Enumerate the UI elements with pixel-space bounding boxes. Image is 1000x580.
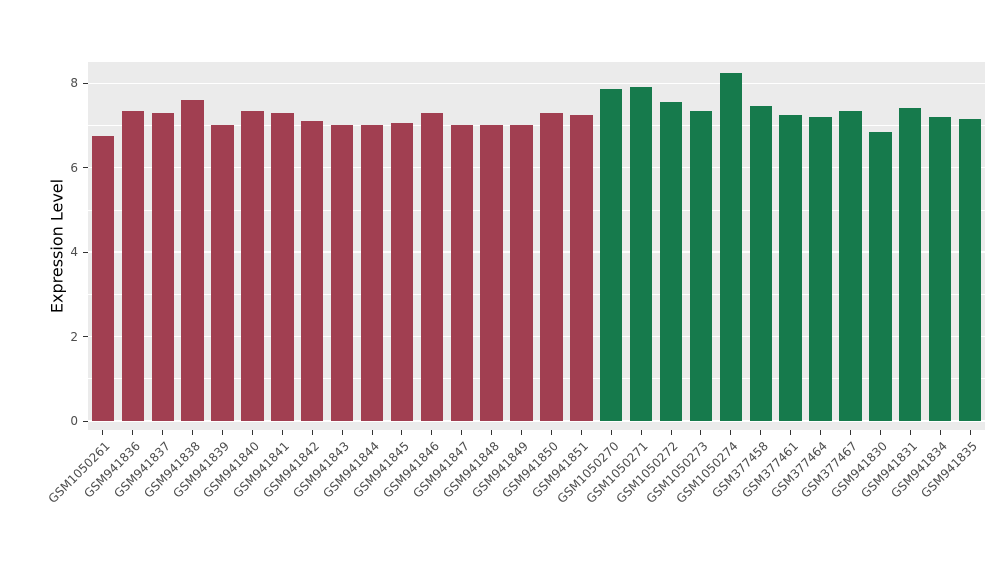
bar	[719, 72, 743, 421]
bar	[480, 125, 503, 421]
bar	[629, 87, 653, 421]
x-tick	[371, 430, 373, 435]
bar	[211, 125, 234, 421]
y-tick	[83, 420, 88, 422]
y-tick-label: 6	[70, 160, 78, 175]
bar	[928, 116, 952, 421]
bar	[271, 112, 294, 421]
gridline-minor	[88, 125, 985, 126]
x-tick	[102, 430, 104, 435]
x-tick	[461, 430, 463, 435]
bar	[151, 112, 174, 421]
bar	[241, 110, 264, 421]
bar	[839, 110, 862, 421]
gridline-major	[88, 82, 985, 84]
bar	[689, 110, 713, 421]
bar	[540, 112, 563, 421]
x-tick	[222, 430, 224, 435]
bar	[91, 135, 115, 421]
bar	[181, 100, 204, 421]
bar	[360, 125, 384, 421]
x-tick	[610, 430, 612, 435]
gridline-major	[88, 167, 985, 169]
bar	[510, 125, 533, 421]
x-tick	[909, 430, 911, 435]
bar	[869, 131, 892, 421]
x-tick	[401, 430, 403, 435]
x-tick	[491, 430, 493, 435]
x-tick	[640, 430, 642, 435]
bar	[570, 114, 593, 421]
bar	[749, 106, 772, 421]
gridline-major	[88, 420, 985, 422]
bar	[779, 114, 802, 421]
gridline-major	[88, 251, 985, 253]
x-tick	[700, 430, 702, 435]
bar	[390, 123, 414, 421]
y-tick-label: 0	[70, 414, 78, 428]
y-tick	[83, 167, 88, 169]
x-tick	[969, 430, 971, 435]
x-tick	[550, 430, 552, 435]
gridline-major	[88, 335, 985, 338]
bar	[809, 116, 832, 421]
x-tick	[431, 430, 433, 435]
x-tick	[849, 430, 851, 435]
gridline-minor	[88, 294, 985, 295]
x-tick	[281, 430, 283, 435]
bar	[899, 108, 922, 421]
x-axis: GSM1050261 GSM941836 GSM941837 GSM941838 GSM…	[46, 430, 985, 580]
x-tick	[580, 430, 582, 435]
bar	[600, 89, 623, 421]
y-tick-label: 2	[70, 329, 78, 344]
x-tick	[820, 430, 822, 435]
bar	[450, 125, 473, 421]
gridline-minor	[88, 209, 985, 211]
x-tick	[162, 430, 164, 435]
y-tick-label: 4	[70, 245, 78, 260]
x-tick	[311, 430, 313, 435]
bar	[420, 112, 444, 421]
x-tick	[760, 430, 762, 435]
x-tick	[192, 430, 194, 435]
bar	[301, 121, 324, 421]
y-axis: 0 2 4 6 8	[0, 62, 88, 430]
gridline-minor	[88, 378, 985, 380]
y-tick	[83, 251, 88, 253]
y-tick	[83, 82, 88, 84]
bar	[121, 110, 145, 421]
x-tick	[790, 430, 792, 435]
x-tick	[670, 430, 672, 435]
x-tick	[879, 430, 881, 435]
x-tick	[132, 430, 134, 435]
bar	[958, 119, 982, 421]
x-tick	[939, 430, 941, 435]
x-tick	[341, 430, 343, 435]
panel	[88, 62, 985, 430]
bar	[330, 125, 354, 421]
x-tick	[730, 430, 732, 435]
bar	[659, 102, 683, 421]
x-tick	[521, 430, 523, 435]
x-tick	[251, 430, 253, 435]
y-tick-label: 8	[70, 76, 78, 91]
y-tick	[83, 336, 88, 338]
